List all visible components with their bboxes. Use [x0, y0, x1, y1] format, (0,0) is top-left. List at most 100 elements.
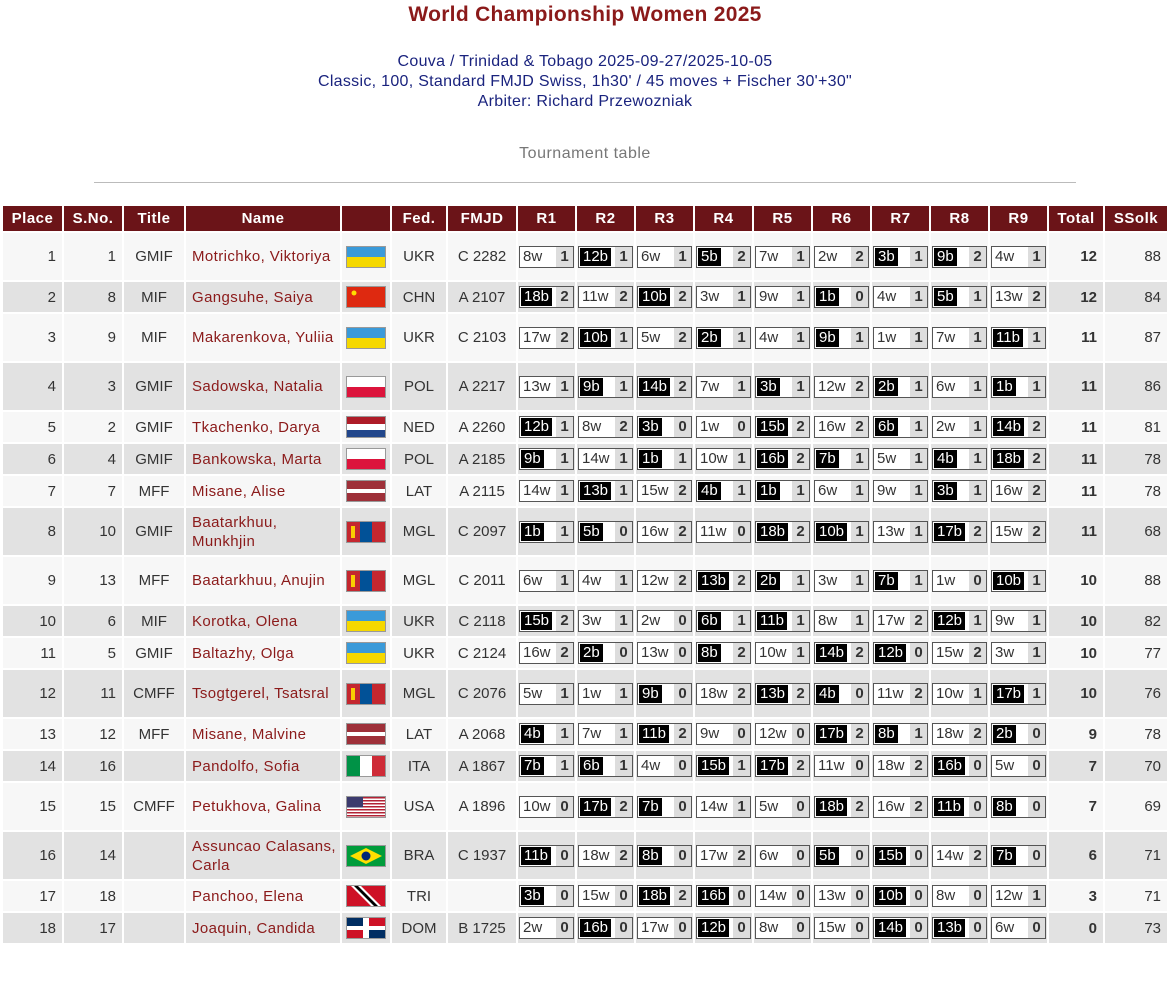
game-result[interactable]: 18b 2	[637, 885, 692, 907]
game-result[interactable]: 14b 2	[814, 642, 869, 664]
player-name[interactable]: Sadowska, Natalia	[186, 363, 340, 410]
column-header[interactable]: R4	[695, 206, 752, 231]
game-result[interactable]: 6b 1	[578, 755, 633, 777]
game-result[interactable]: 11w 2	[873, 682, 928, 705]
player-name[interactable]: Misane, Malvine	[186, 719, 340, 749]
game-result[interactable]: 17b 2	[755, 755, 810, 777]
game-result[interactable]: 2b 1	[696, 326, 751, 349]
game-result[interactable]: 11w 0	[696, 520, 751, 543]
game-result[interactable]: 11b 2	[637, 723, 692, 745]
game-result[interactable]: 5b 0	[814, 844, 869, 867]
column-header[interactable]: R2	[577, 206, 634, 231]
game-result[interactable]: 14w 1	[578, 448, 633, 470]
game-result[interactable]: 6w 1	[932, 375, 987, 398]
game-result[interactable]: 5w 1	[519, 682, 574, 705]
game-result[interactable]: 5b 1	[932, 286, 987, 308]
game-result[interactable]: 17b 2	[932, 520, 987, 543]
game-result[interactable]: 7w 1	[696, 375, 751, 398]
game-result[interactable]: 14w 1	[696, 795, 751, 818]
game-result[interactable]: 14b 0	[873, 917, 928, 939]
game-result[interactable]: 5w 1	[873, 448, 928, 470]
game-result[interactable]: 3b 1	[873, 245, 928, 268]
game-result[interactable]: 16b 2	[755, 448, 810, 470]
game-result[interactable]: 16w 2	[519, 642, 574, 664]
game-result[interactable]: 3b 0	[637, 416, 692, 438]
column-header[interactable]: Total	[1049, 206, 1103, 231]
game-result[interactable]: 2b 0	[578, 642, 633, 664]
game-result[interactable]: 4b 1	[932, 448, 987, 470]
game-result[interactable]: 12b 1	[932, 610, 987, 632]
game-result[interactable]: 18b 2	[991, 448, 1046, 470]
column-header[interactable]: R9	[990, 206, 1047, 231]
game-result[interactable]: 10b 1	[814, 520, 869, 543]
column-header[interactable]: R7	[872, 206, 929, 231]
player-name[interactable]: Tsogtgerel, Tsatsral	[186, 670, 340, 717]
column-header[interactable]: Place	[3, 206, 62, 231]
game-result[interactable]: 17b 1	[991, 682, 1046, 705]
game-result[interactable]: 15w 2	[932, 642, 987, 664]
game-result[interactable]: 6w 1	[637, 245, 692, 268]
game-result[interactable]: 13w 0	[814, 885, 869, 907]
game-result[interactable]: 8w 0	[932, 885, 987, 907]
game-result[interactable]: 18w 2	[932, 723, 987, 745]
game-result[interactable]: 12w 2	[637, 569, 692, 592]
game-result[interactable]: 14w 0	[755, 885, 810, 907]
player-name[interactable]: Joaquin, Candida	[186, 913, 340, 943]
game-result[interactable]: 10w 1	[696, 448, 751, 470]
game-result[interactable]: 8w 1	[814, 610, 869, 632]
game-result[interactable]: 7w 1	[932, 326, 987, 349]
player-name[interactable]: Pandolfo, Sofia	[186, 751, 340, 781]
game-result[interactable]: 1w 0	[932, 569, 987, 592]
game-result[interactable]: 10w 1	[932, 682, 987, 705]
game-result[interactable]: 7b 1	[814, 448, 869, 470]
game-result[interactable]: 1w 1	[873, 326, 928, 349]
game-result[interactable]: 7b 0	[991, 844, 1046, 867]
game-result[interactable]: 9w 1	[991, 610, 1046, 632]
game-result[interactable]: 8w 2	[578, 416, 633, 438]
game-result[interactable]: 17b 2	[578, 795, 633, 818]
game-result[interactable]: 16b 0	[696, 885, 751, 907]
player-name[interactable]: Baatarkhuu, Munkhjin	[186, 508, 340, 555]
game-result[interactable]: 16b 0	[932, 755, 987, 777]
game-result[interactable]: 8w 0	[755, 917, 810, 939]
player-name[interactable]: Assuncao Calasans, Carla	[186, 832, 340, 879]
column-header[interactable]: FMJD	[448, 206, 516, 231]
column-header[interactable]: Title	[124, 206, 184, 231]
game-result[interactable]: 11b 1	[755, 610, 810, 632]
game-result[interactable]: 2b 0	[991, 723, 1046, 745]
game-result[interactable]: 6w 1	[814, 480, 869, 502]
game-result[interactable]: 2w 1	[932, 416, 987, 438]
game-result[interactable]: 12w 0	[755, 723, 810, 745]
column-header[interactable]: R8	[931, 206, 988, 231]
game-result[interactable]: 17w 2	[519, 326, 574, 349]
game-result[interactable]: 5w 0	[755, 795, 810, 818]
game-result[interactable]: 4b 1	[519, 723, 574, 745]
game-result[interactable]: 5w 2	[637, 326, 692, 349]
player-name[interactable]: Motrichko, Viktoriya	[186, 233, 340, 280]
game-result[interactable]: 1b 1	[991, 375, 1046, 398]
player-name[interactable]: Gangsuhe, Saiya	[186, 282, 340, 312]
game-result[interactable]: 11b 0	[932, 795, 987, 818]
game-result[interactable]: 1b 1	[637, 448, 692, 470]
game-result[interactable]: 9b 2	[932, 245, 987, 268]
player-name[interactable]: Baltazhy, Olga	[186, 638, 340, 668]
game-result[interactable]: 9w 1	[755, 286, 810, 308]
player-name[interactable]: Tkachenko, Darya	[186, 412, 340, 442]
player-name[interactable]: Bankowska, Marta	[186, 444, 340, 474]
game-result[interactable]: 10b 0	[873, 885, 928, 907]
game-result[interactable]: 12w 2	[814, 375, 869, 398]
game-result[interactable]: 11b 0	[519, 844, 574, 867]
game-result[interactable]: 18b 2	[814, 795, 869, 818]
game-result[interactable]: 6w 0	[755, 844, 810, 867]
game-result[interactable]: 13w 1	[873, 520, 928, 543]
game-result[interactable]: 5w 0	[991, 755, 1046, 777]
game-result[interactable]: 4w 1	[755, 326, 810, 349]
game-result[interactable]: 16w 2	[814, 416, 869, 438]
game-result[interactable]: 11w 0	[814, 755, 869, 777]
game-result[interactable]: 1b 0	[814, 286, 869, 308]
game-result[interactable]: 13b 1	[578, 480, 633, 502]
game-result[interactable]: 13w 1	[519, 375, 574, 398]
game-result[interactable]: 13w 2	[991, 286, 1046, 308]
game-result[interactable]: 2b 1	[755, 569, 810, 592]
column-header[interactable]: R6	[813, 206, 870, 231]
